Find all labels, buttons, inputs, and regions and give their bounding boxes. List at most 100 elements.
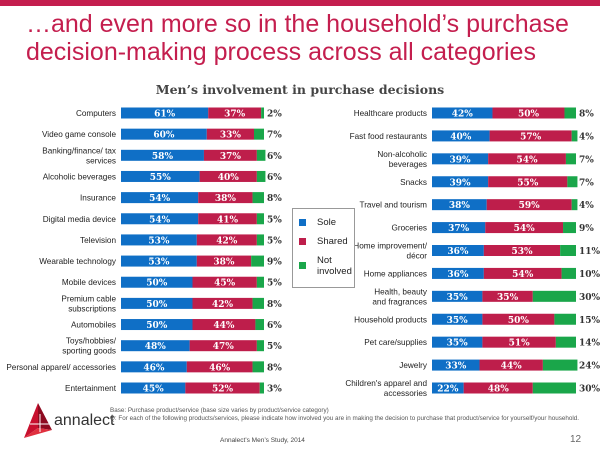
bar-segment-sole: [432, 222, 486, 234]
data-label-sole: 36%: [447, 270, 469, 280]
data-label-shared: 47%: [213, 342, 235, 352]
category-label: Video game console: [42, 130, 116, 139]
category-label: Digital media device: [43, 215, 117, 224]
bar-segment-sole: [432, 130, 490, 142]
bar-segment-not-involved: [554, 313, 576, 325]
bar-segment-sole: [121, 107, 209, 119]
bar-segment-shared: [486, 199, 572, 211]
data-label-not-involved: 2%: [267, 110, 282, 120]
data-label-sole: 50%: [146, 279, 168, 289]
bar-segment-not-involved: [252, 361, 264, 373]
data-label-sole: 36%: [447, 247, 469, 257]
data-label-shared: 48%: [488, 385, 510, 395]
data-label-not-involved: 10%: [579, 270, 600, 280]
bar-segment-shared: [492, 107, 565, 119]
bar-segment-not-involved: [253, 128, 264, 140]
bar-segment-shared: [463, 382, 533, 394]
data-label-sole: 50%: [146, 321, 168, 331]
data-label-not-involved: 30%: [579, 385, 600, 395]
bar-segment-shared: [488, 153, 566, 165]
data-label-shared: 42%: [212, 300, 234, 310]
data-label-shared: 50%: [518, 110, 540, 120]
data-label-shared: 50%: [508, 316, 530, 326]
category-label: Groceries: [392, 224, 428, 233]
bar-segment-not-involved: [252, 192, 264, 204]
data-label-not-involved: 8%: [579, 110, 594, 120]
bar-segment-shared: [206, 128, 254, 140]
data-label-sole: 39%: [450, 178, 472, 188]
data-label-shared: 44%: [501, 362, 523, 372]
data-label-shared: 33%: [220, 131, 242, 141]
bar-segment-shared: [198, 213, 257, 225]
bar-segment-sole: [121, 297, 193, 309]
data-label-sole: 53%: [148, 236, 170, 246]
bar-segment-shared: [482, 290, 533, 302]
bar-segment-not-involved: [560, 245, 576, 256]
data-label-sole: 61%: [154, 110, 176, 120]
data-label-shared: 45%: [214, 279, 236, 289]
data-label-sole: 50%: [146, 300, 168, 310]
category-label: Jewelry: [399, 361, 428, 370]
bar-segment-shared: [203, 149, 257, 161]
data-label-sole: 53%: [148, 258, 170, 268]
bar-segment-sole: [121, 192, 199, 204]
category-label: Home appliances: [364, 269, 427, 278]
data-label-shared: 51%: [509, 339, 531, 349]
bar-segment-shared: [479, 359, 543, 371]
bar-segment-not-involved: [256, 340, 264, 352]
bar-segment-not-involved: [256, 213, 264, 225]
bar-segment-shared: [192, 319, 256, 331]
bar-segment-sole: [432, 290, 483, 302]
bar-segment-sole: [121, 276, 193, 288]
data-label-shared: 54%: [514, 224, 536, 234]
bar-segment-sole: [121, 213, 199, 225]
bar-segment-sole: [432, 245, 484, 256]
bar-segment-shared: [482, 313, 555, 325]
bar-segment-sole: [121, 234, 197, 246]
bar-segment-not-involved: [565, 153, 576, 165]
data-label-sole: 40%: [450, 132, 472, 142]
category-label: Toys/hobbies/sporting goods: [62, 337, 116, 356]
bar-segment-sole: [432, 199, 487, 211]
category-label: Health, beauty and fragrances: [372, 287, 428, 306]
data-label-sole: 46%: [143, 363, 165, 373]
data-label-sole: 58%: [152, 152, 174, 162]
data-label-shared: 53%: [511, 247, 533, 257]
category-label: Home improvement/décor: [353, 242, 427, 261]
top-accent-bar: [0, 0, 600, 6]
annalect-logo-icon: [24, 403, 52, 438]
data-label-not-involved: 8%: [267, 194, 282, 204]
bar-segment-not-involved: [251, 255, 264, 267]
category-label: Insurance: [80, 194, 116, 203]
data-label-sole: 33%: [445, 362, 467, 372]
bar-segment-sole: [432, 153, 489, 165]
bar-segment-shared: [199, 170, 257, 182]
bar-segment-shared: [483, 245, 561, 256]
chart-legend: Sole Shared Not involved: [292, 208, 355, 288]
category-label: Alcoholic beverages: [43, 172, 116, 181]
category-label: Pet care/supplies: [364, 338, 427, 347]
data-label-shared: 54%: [517, 155, 539, 165]
bar-segment-sole: [432, 359, 480, 371]
category-label: Travel and tourism: [360, 201, 428, 210]
data-label-shared: 59%: [519, 201, 541, 211]
data-label-not-involved: 7%: [579, 178, 594, 188]
data-label-not-involved: 5%: [267, 342, 282, 352]
data-label-sole: 22%: [437, 385, 459, 395]
data-label-not-involved: 30%: [579, 293, 600, 303]
bar-segment-sole: [121, 128, 207, 140]
bar-segment-shared: [483, 267, 562, 279]
bar-segment-not-involved: [571, 199, 578, 211]
data-label-sole: 35%: [447, 316, 469, 326]
data-label-shared: 37%: [220, 152, 242, 162]
data-label-shared: 40%: [218, 173, 240, 183]
data-label-not-involved: 9%: [267, 258, 282, 268]
bar-segment-sole: [121, 319, 193, 331]
bar-segment-not-involved: [567, 176, 578, 188]
bar-segment-shared: [186, 361, 253, 373]
data-label-not-involved: 11%: [579, 247, 600, 257]
slide-headline: …and even more so in the household’s pur…: [26, 10, 569, 66]
data-label-sole: 39%: [450, 155, 472, 165]
data-label-not-involved: 5%: [267, 236, 282, 246]
